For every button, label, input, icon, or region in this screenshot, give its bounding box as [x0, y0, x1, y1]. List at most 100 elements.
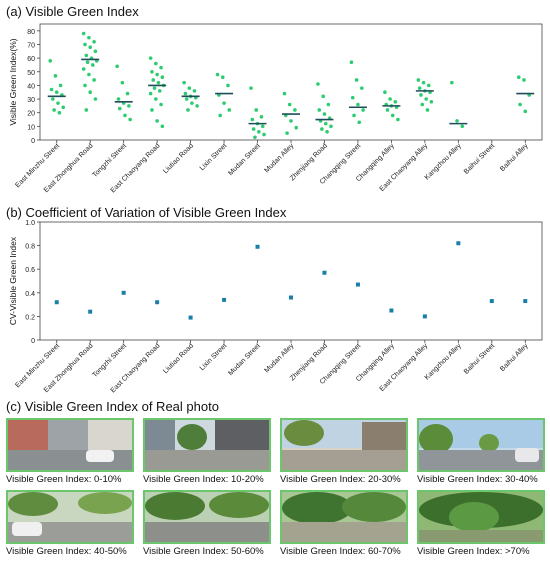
cv-point — [255, 244, 260, 249]
cv-point — [456, 241, 461, 246]
data-point — [416, 78, 421, 82]
data-point — [83, 42, 87, 47]
cv-point — [88, 309, 93, 314]
data-point — [262, 132, 266, 137]
y-axis-label: CV-Visible Green Index — [8, 236, 18, 325]
photo-caption: Visible Green Index: 20-30% — [280, 474, 401, 485]
data-point — [429, 99, 434, 104]
x-tick-label: Mudan Street — [227, 342, 262, 377]
photo-cell-50-60: Visible Green Index: 50-60% — [143, 490, 271, 557]
street-photo — [280, 490, 408, 544]
cv-point — [389, 308, 394, 313]
y-axis-label: Visible Green Index(%) — [8, 38, 18, 125]
data-point — [148, 56, 153, 60]
panel-b-title: (b) Coefficient of Variation of Visible … — [6, 205, 287, 220]
data-point — [87, 72, 91, 77]
data-point — [155, 72, 159, 77]
cv-point — [121, 290, 126, 295]
data-point — [150, 69, 154, 74]
data-point — [125, 91, 130, 96]
photo-caption: Visible Green Index: 0-10% — [6, 474, 122, 485]
data-point — [450, 80, 454, 85]
photo-caption: Visible Green Index: 10-20% — [143, 474, 264, 485]
data-point — [425, 108, 430, 112]
data-point — [187, 86, 192, 90]
data-point — [396, 117, 400, 122]
data-point — [289, 119, 293, 123]
data-point — [84, 53, 89, 58]
data-point — [227, 108, 232, 112]
data-point — [523, 109, 528, 114]
data-point — [51, 97, 55, 101]
data-point — [522, 78, 526, 82]
data-point — [159, 102, 163, 107]
data-point — [516, 75, 521, 80]
data-point — [88, 90, 92, 95]
data-point — [184, 97, 189, 101]
x-tick-label: Kangzhou Alley — [424, 342, 463, 381]
y-tick-label: 80 — [27, 29, 35, 36]
cv-visible-green-index-chart: 00.20.40.60.81.0CV-Visible Green IndexEa… — [8, 220, 543, 394]
y-tick-label: 30 — [27, 97, 35, 104]
cv-point — [54, 300, 59, 305]
photo-caption: Visible Green Index: 50-60% — [143, 546, 264, 557]
data-point — [123, 113, 127, 118]
data-point — [182, 80, 186, 85]
street-photo — [143, 418, 271, 472]
data-point — [192, 89, 197, 93]
data-point — [115, 64, 119, 69]
data-point — [350, 95, 355, 100]
y-tick-label: 0.4 — [25, 291, 35, 298]
data-point — [53, 74, 58, 78]
data-point — [460, 124, 465, 129]
y-tick-label: 1.0 — [25, 220, 35, 227]
street-photo — [6, 490, 134, 544]
data-point — [116, 97, 121, 101]
cv-point — [422, 314, 427, 319]
data-point — [390, 113, 395, 118]
data-point — [323, 121, 328, 126]
data-point — [148, 91, 153, 96]
data-point — [87, 35, 91, 40]
panel-a-title: (a) Visible Green Index — [6, 4, 139, 19]
data-point — [253, 135, 257, 140]
panel-c-title: (c) Visible Green Index of Real photo — [6, 399, 219, 414]
data-point — [356, 102, 360, 107]
data-point — [160, 75, 165, 80]
cv-point — [322, 270, 327, 275]
data-point — [190, 101, 194, 105]
data-point — [117, 106, 122, 111]
street-photo — [280, 418, 408, 472]
street-photo — [417, 418, 545, 472]
data-point — [287, 102, 292, 107]
data-point — [322, 112, 327, 116]
data-point — [424, 97, 428, 101]
photo-caption: Visible Green Index: 30-40% — [417, 474, 538, 485]
data-point — [58, 83, 63, 88]
data-point — [361, 108, 365, 112]
photo-cell-30-40: Visible Green Index: 30-40% — [417, 418, 545, 485]
data-point — [54, 90, 59, 95]
photo-cell-40-50: Visible Green Index: 40-50% — [6, 490, 134, 557]
street-photo — [417, 490, 545, 544]
data-point — [257, 130, 261, 134]
data-point — [326, 102, 331, 107]
cv-point — [523, 299, 528, 304]
street-photo — [143, 490, 271, 544]
photo-cell-0-10: Visible Green Index: 0-10% — [6, 418, 134, 485]
data-point — [154, 97, 158, 101]
data-point — [354, 78, 359, 82]
y-tick-label: 20 — [27, 111, 35, 118]
photo-caption: Visible Green Index: 60-70% — [280, 546, 401, 557]
data-point — [285, 131, 289, 135]
data-point — [325, 130, 329, 134]
data-point — [329, 124, 333, 129]
data-point — [352, 113, 356, 118]
y-tick-label: 0.6 — [25, 267, 35, 274]
street-photo — [6, 418, 134, 472]
data-point — [518, 102, 522, 107]
data-point — [349, 60, 354, 65]
data-point — [417, 86, 422, 90]
photo-cell-10-20: Visible Green Index: 10-20% — [143, 418, 271, 485]
